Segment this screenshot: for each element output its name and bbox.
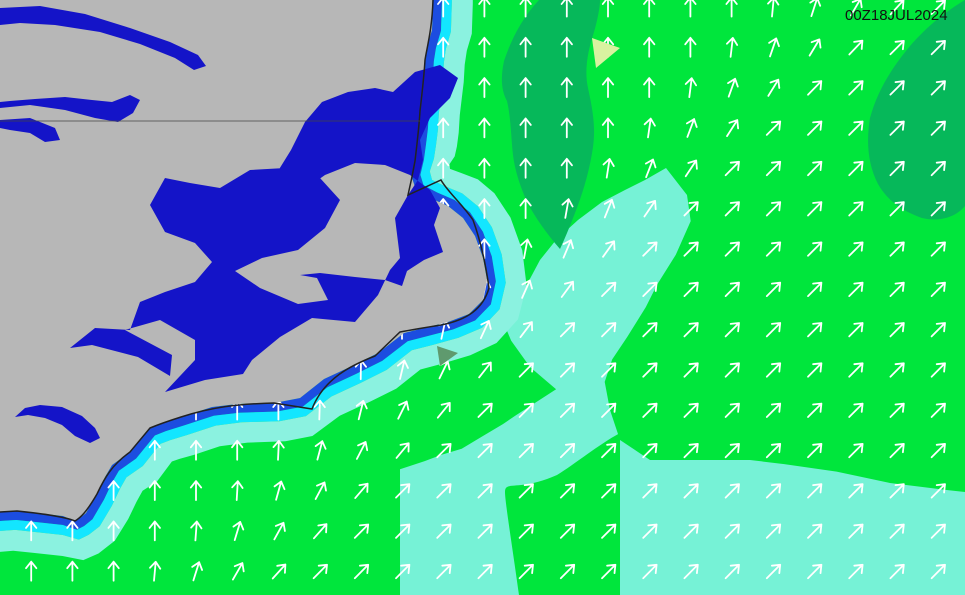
svg-text:00Z18JUL2024: 00Z18JUL2024: [845, 7, 948, 24]
